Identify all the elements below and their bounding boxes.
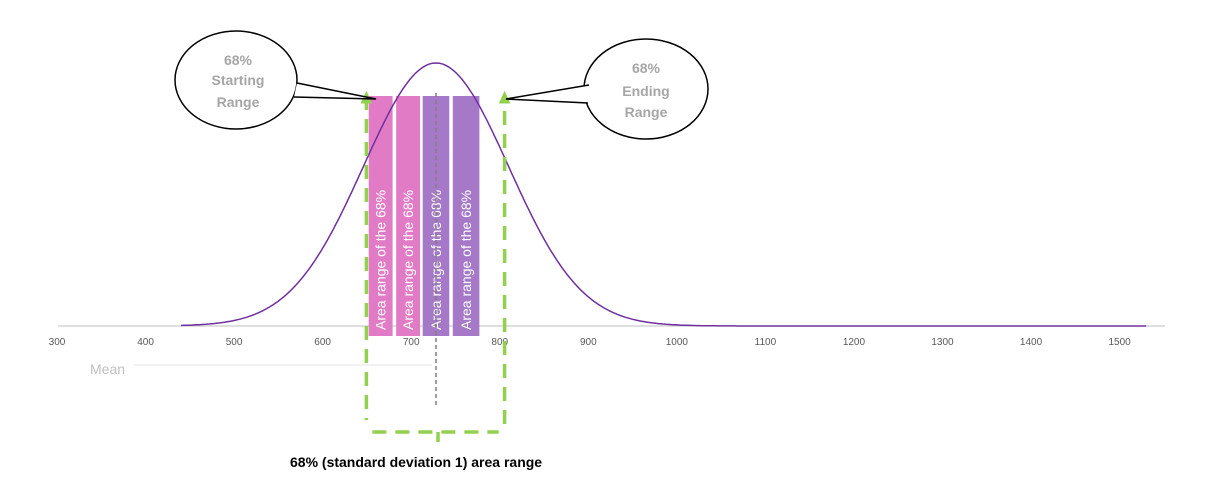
- callout-start-line-3: Range: [217, 94, 260, 110]
- callout-end-line-3: Range: [625, 104, 668, 120]
- area-bar-label: Area range of the 68%: [428, 190, 444, 330]
- area-bar-label: Area range of the 68%: [400, 190, 416, 330]
- area-bar-label: Area range of the 68%: [458, 190, 474, 330]
- x-tick-label: 800: [491, 337, 508, 348]
- x-tick-label: 900: [580, 337, 597, 348]
- area-bar: [368, 96, 393, 336]
- x-tick-label: 1100: [755, 337, 777, 348]
- range-box-outline: [364, 96, 507, 434]
- area-bar-label: Area range of the 68%: [373, 190, 389, 330]
- range-caption: 68% (standard deviation 1) area range: [290, 454, 542, 470]
- mean-label: Mean: [90, 361, 125, 377]
- callout-end-line-2: Ending: [622, 83, 669, 99]
- bars: Area range of the 68% Area range of the 6…: [368, 96, 480, 336]
- callout-start-line-1: 68%: [224, 52, 253, 68]
- x-tick-label: 400: [137, 337, 154, 348]
- range-end-arrowhead: [498, 90, 511, 104]
- callout-ending-range: 68% Ending Range: [505, 38, 709, 140]
- x-tick-label: 600: [314, 337, 331, 348]
- x-axis-ticks: 300 400 500 600 700 800 900 1000 1100 1200 1300 140…: [49, 337, 1132, 348]
- callout-end-line-1: 68%: [632, 60, 661, 76]
- area-bar: [452, 96, 480, 336]
- x-tick-label: 300: [49, 337, 66, 348]
- area-bar: [396, 96, 421, 336]
- callout-start-line-2: Starting: [212, 72, 265, 88]
- x-tick-label: 500: [226, 337, 243, 348]
- x-tick-label: 1000: [666, 337, 689, 348]
- x-tick-label: 700: [403, 337, 420, 348]
- normal-distribution-curve: [181, 62, 1147, 327]
- callout-starting-range: 68% Starting Range: [174, 30, 377, 130]
- x-tick-label: 1500: [1108, 337, 1131, 348]
- x-tick-label: 1400: [1020, 337, 1043, 348]
- x-tick-label: 1200: [843, 337, 866, 348]
- x-tick-label: 1300: [931, 337, 954, 348]
